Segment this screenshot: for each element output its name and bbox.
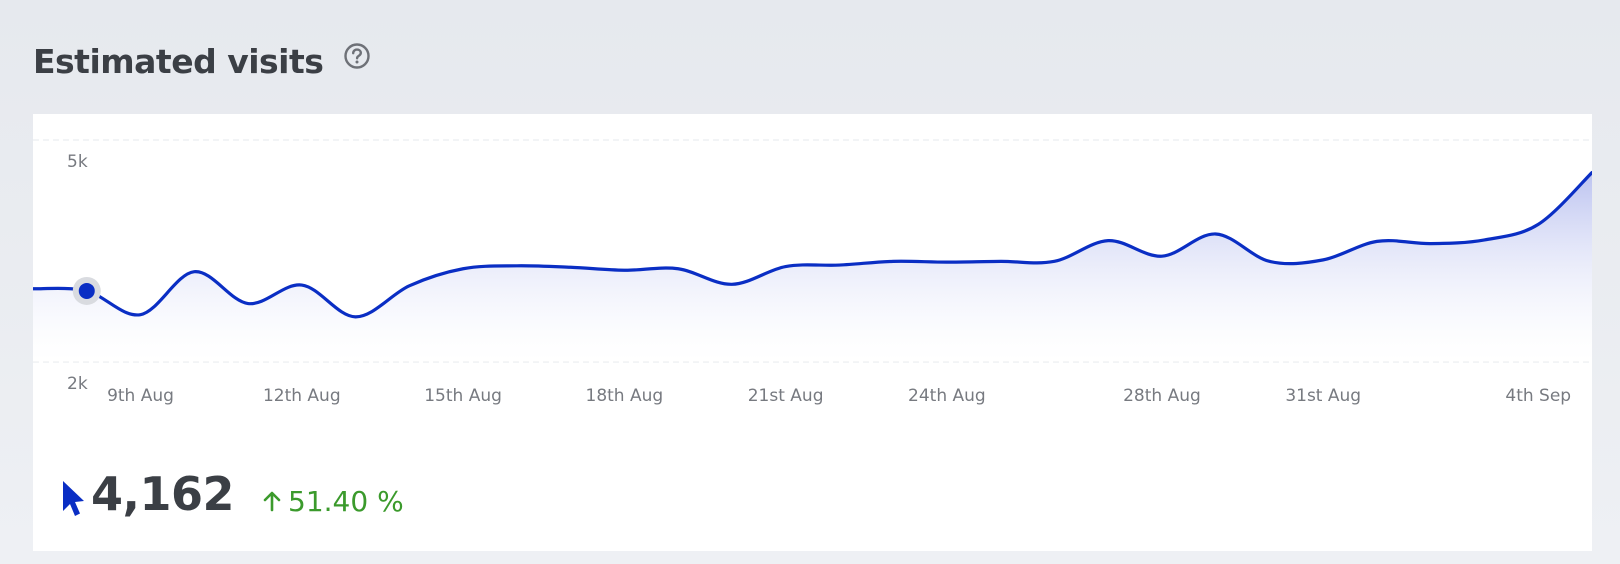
data-point[interactable]: [242, 298, 254, 310]
visits-value: 4,162: [91, 467, 235, 521]
x-tick-label: 28th Aug: [1123, 386, 1201, 406]
page-title: Estimated visits: [33, 42, 324, 81]
data-point[interactable]: [565, 261, 577, 273]
y-tick-label: 2k: [67, 374, 88, 394]
y-tick-label: 5k: [67, 152, 88, 172]
series-area: [33, 172, 1592, 362]
x-tick-label: 31st Aug: [1285, 386, 1361, 406]
data-point[interactable]: [188, 266, 200, 278]
x-tick-label: 4th Sep: [1505, 386, 1571, 406]
data-point[interactable]: [403, 280, 415, 292]
data-point[interactable]: [995, 255, 1007, 267]
data-point[interactable]: [1317, 254, 1329, 266]
data-point[interactable]: [1102, 235, 1114, 247]
data-point[interactable]: [726, 278, 738, 290]
x-tick-label: 21st Aug: [748, 386, 824, 406]
question-circle-icon[interactable]: [343, 42, 371, 70]
data-point[interactable]: [1478, 234, 1490, 246]
x-tick-label: 15th Aug: [424, 386, 502, 406]
data-point[interactable]: [135, 309, 147, 321]
data-point[interactable]: [618, 264, 630, 276]
summary-row: 4,162 51.40 %: [61, 464, 404, 524]
data-point[interactable]: [1532, 218, 1544, 230]
data-point[interactable]: [296, 279, 308, 291]
data-point[interactable]: [672, 263, 684, 275]
series-line: [33, 170, 1592, 319]
data-point[interactable]: [1263, 255, 1275, 267]
visits-card: 5k 2k 9th Aug 12th Aug 15th Aug 18th Aug 21st …: [33, 114, 1592, 551]
arrow-up-icon: [263, 491, 281, 512]
data-point[interactable]: [511, 260, 523, 272]
highlight-point[interactable]: [78, 282, 95, 299]
data-point[interactable]: [1371, 235, 1383, 247]
change-percent: 51.40 %: [288, 484, 404, 518]
change-indicator: 51.40 %: [262, 485, 404, 518]
visits-chart[interactable]: 5k 2k 9th Aug 12th Aug 15th Aug 18th Aug 21st …: [33, 114, 1592, 424]
section-header: Estimated visits: [33, 38, 371, 86]
data-point[interactable]: [457, 263, 469, 275]
data-point[interactable]: [1156, 250, 1168, 262]
data-point[interactable]: [833, 259, 845, 271]
cursor-pointer-icon: [63, 481, 84, 516]
data-point[interactable]: [1048, 255, 1060, 267]
data-point[interactable]: [941, 256, 953, 268]
data-point[interactable]: [887, 255, 899, 267]
x-tick-label: 18th Aug: [586, 386, 664, 406]
data-point[interactable]: [1210, 228, 1222, 240]
x-tick-label: 24th Aug: [908, 386, 986, 406]
x-tick-label: 9th Aug: [107, 386, 174, 406]
data-point[interactable]: [1425, 238, 1437, 250]
data-point[interactable]: [780, 261, 792, 273]
data-point[interactable]: [350, 311, 362, 323]
x-tick-label: 12th Aug: [263, 386, 341, 406]
